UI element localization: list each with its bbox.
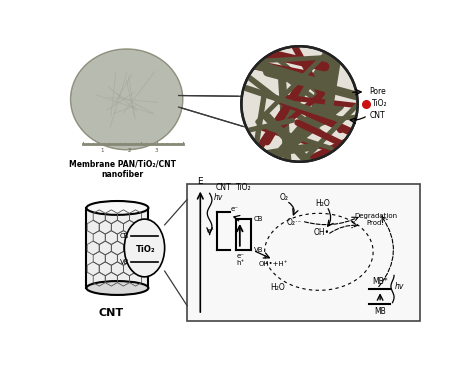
Text: e⁻: e⁻: [230, 206, 238, 212]
Text: Pore: Pore: [369, 87, 386, 96]
Text: Membrane PAN/TiO₂/CNT
nanofiber: Membrane PAN/TiO₂/CNT nanofiber: [69, 160, 176, 179]
Bar: [86, 208, 148, 288]
Ellipse shape: [71, 49, 182, 149]
Text: VB: VB: [254, 247, 263, 253]
Text: Degradation
Prod.: Degradation Prod.: [354, 213, 397, 226]
Text: O₂: O₂: [280, 193, 289, 202]
Ellipse shape: [71, 49, 182, 149]
Text: H₂O: H₂O: [271, 283, 285, 292]
Circle shape: [241, 46, 357, 162]
Ellipse shape: [86, 281, 148, 295]
Text: CB: CB: [119, 234, 129, 239]
Text: O₂·⁻: O₂·⁻: [286, 218, 302, 227]
Text: TiO₂: TiO₂: [372, 100, 387, 108]
Text: hv: hv: [213, 193, 223, 202]
Text: VB: VB: [119, 259, 129, 265]
Text: hv: hv: [395, 282, 404, 291]
Text: OH•: OH•: [313, 228, 329, 237]
Ellipse shape: [86, 201, 148, 215]
Text: MB: MB: [374, 307, 386, 316]
Text: CNT: CNT: [216, 183, 231, 192]
Text: OH•+H⁺: OH•+H⁺: [258, 261, 288, 267]
Text: h⁺: h⁺: [237, 259, 245, 266]
Text: 2: 2: [127, 148, 131, 153]
Text: CNT: CNT: [369, 111, 385, 120]
Text: CB: CB: [254, 216, 263, 223]
Text: TiO₂: TiO₂: [136, 245, 156, 254]
Text: MB*: MB*: [372, 277, 388, 287]
Text: TiO₂: TiO₂: [236, 183, 252, 192]
Text: 3: 3: [155, 148, 158, 153]
Text: e⁻: e⁻: [207, 228, 215, 234]
Text: H₂O: H₂O: [315, 199, 330, 208]
Ellipse shape: [124, 219, 164, 277]
FancyBboxPatch shape: [187, 184, 419, 321]
Text: CNT: CNT: [99, 308, 124, 318]
Text: e⁻: e⁻: [237, 253, 245, 259]
Text: E: E: [198, 178, 203, 186]
Text: 1: 1: [100, 148, 104, 153]
